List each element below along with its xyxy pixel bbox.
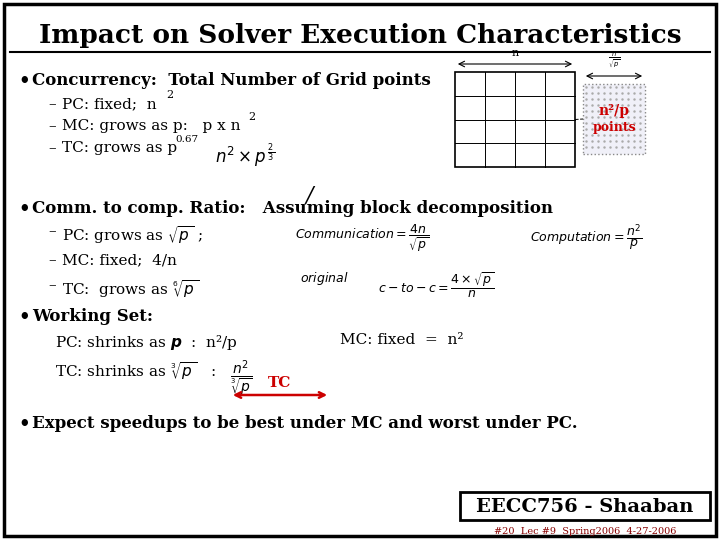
Text: PC: grows as $\sqrt{p\,}$ ;: PC: grows as $\sqrt{p\,}$ ; — [62, 224, 204, 246]
Text: •: • — [18, 308, 30, 326]
Text: n²/p: n²/p — [598, 104, 629, 118]
Text: –: – — [48, 253, 55, 267]
Text: 0.67: 0.67 — [175, 135, 198, 144]
Text: 2: 2 — [166, 90, 173, 100]
Text: TC: TC — [269, 376, 292, 390]
Text: PC: fixed;  n: PC: fixed; n — [62, 97, 157, 111]
Text: EECC756 - Shaaban: EECC756 - Shaaban — [477, 498, 693, 516]
Text: n: n — [511, 48, 518, 58]
Text: –: – — [48, 141, 55, 155]
Text: $\mathit{Communication} = \dfrac{4n}{\sqrt{p}}$: $\mathit{Communication} = \dfrac{4n}{\sq… — [295, 222, 429, 254]
Bar — [455, 72, 575, 167]
Text: $\frac{n}{\sqrt{p}}$: $\frac{n}{\sqrt{p}}$ — [608, 50, 620, 70]
Text: TC: shrinks as $\sqrt[3]{p\,}$   :: TC: shrinks as $\sqrt[3]{p\,}$ : — [55, 360, 216, 382]
Text: •: • — [18, 200, 30, 218]
Text: $\dfrac{n^2}{\sqrt[3]{p}}$: $\dfrac{n^2}{\sqrt[3]{p}}$ — [230, 358, 253, 398]
Text: points: points — [592, 120, 636, 133]
Text: TC:  grows as $\sqrt[6]{p\,}$: TC: grows as $\sqrt[6]{p\,}$ — [62, 278, 200, 300]
Text: –: – — [48, 224, 55, 238]
Text: Impact on Solver Execution Characteristics: Impact on Solver Execution Characteristi… — [39, 23, 681, 48]
Text: PC: shrinks as $\boldsymbol{p}$  :  n²/p: PC: shrinks as $\boldsymbol{p}$ : n²/p — [55, 333, 238, 352]
Text: MC: fixed;  4/n: MC: fixed; 4/n — [62, 253, 177, 267]
FancyBboxPatch shape — [583, 84, 645, 154]
Text: TC: grows as p: TC: grows as p — [62, 141, 177, 155]
Text: 2: 2 — [248, 112, 255, 122]
Text: $n^2 \times p^{\,\frac{2}{3}}$: $n^2 \times p^{\,\frac{2}{3}}$ — [215, 141, 275, 169]
Text: –: – — [48, 278, 55, 292]
Text: Comm. to comp. Ratio:   Assuming block decomposition: Comm. to comp. Ratio: Assuming block dec… — [32, 200, 553, 217]
Text: Working Set:: Working Set: — [32, 308, 153, 325]
Text: #20  Lec #9  Spring2006  4-27-2006: #20 Lec #9 Spring2006 4-27-2006 — [494, 528, 676, 537]
Text: /: / — [306, 185, 314, 207]
Text: $\mathit{original}$: $\mathit{original}$ — [300, 270, 348, 287]
Text: –: – — [48, 97, 55, 111]
Bar — [460, 492, 710, 520]
Text: $c - to - c = \dfrac{4 \times \sqrt{p}}{n}$: $c - to - c = \dfrac{4 \times \sqrt{p}}{… — [378, 270, 494, 300]
Text: •: • — [18, 415, 30, 433]
Bar — [464, 496, 714, 524]
Text: Expect speedups to be best under MC and worst under PC.: Expect speedups to be best under MC and … — [32, 415, 577, 432]
Text: •: • — [18, 72, 30, 90]
Text: MC: fixed  =  n²: MC: fixed = n² — [340, 333, 464, 347]
Text: MC: grows as p:   p x n: MC: grows as p: p x n — [62, 119, 240, 133]
Text: –: – — [48, 119, 55, 133]
Text: $\mathit{Computation} = \dfrac{n^2}{p}$: $\mathit{Computation} = \dfrac{n^2}{p}$ — [530, 222, 643, 253]
Text: Concurrency:  Total Number of Grid points: Concurrency: Total Number of Grid points — [32, 72, 431, 89]
